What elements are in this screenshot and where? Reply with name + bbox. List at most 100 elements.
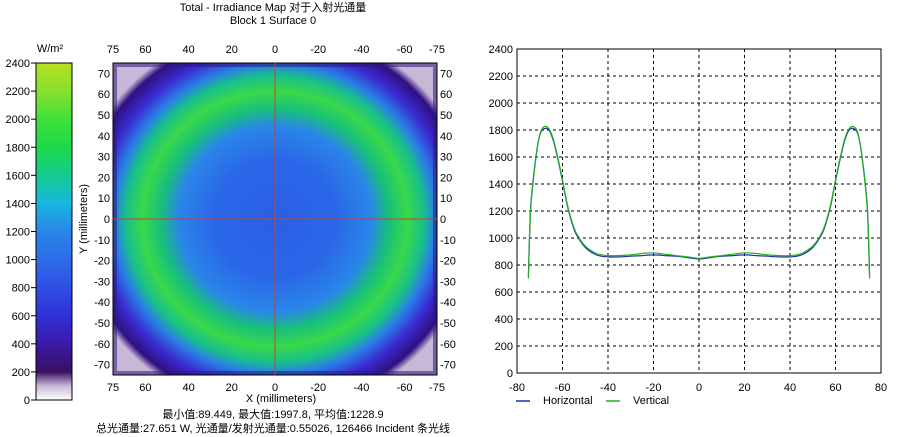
colorbar-tick-label: 600	[12, 311, 30, 323]
map-bottom-tick-label: 0	[272, 382, 278, 394]
plot-y-tick-label: 2400	[489, 44, 513, 56]
plot-x-tick-label: 80	[875, 382, 887, 394]
map-left-tick-label: -30	[94, 276, 110, 288]
map-top-tick-label: 0	[272, 44, 278, 56]
plot-y-tick-label: 600	[495, 287, 513, 299]
map-left-tick-label: 50	[98, 110, 110, 122]
profile-plot: -80 -60 -40 -20 0 20 40 60 800200400600800100012…	[489, 44, 888, 407]
map-top-tick-label: 60	[139, 44, 151, 56]
chart-subtitle: Block 1 Surface 0	[230, 15, 316, 27]
map-left-tick-label: 0	[104, 214, 110, 226]
map-left-tick-label: -50	[94, 318, 110, 330]
map-bottom-tick-label: -75	[429, 382, 445, 394]
colorbar-tick-label: 800	[12, 283, 30, 295]
map-left-tick-label: 20	[98, 172, 110, 184]
colorbar-tick-label: 1400	[6, 198, 30, 210]
map-right-tick-label: 30	[440, 152, 452, 164]
map-top-tick-label: 20	[226, 44, 238, 56]
plot-x-tick-label: 40	[784, 382, 796, 394]
plot-legend: Horizontal Vertical	[516, 395, 669, 407]
map-right-tick-label: 0	[440, 214, 446, 226]
plot-ticks: -80 -60 -40 -20 0 20 40 60 800200400600800100012…	[489, 44, 888, 394]
colorbar-tick-label: 200	[12, 367, 30, 379]
colorbar-ticks: 0 200 400 600 800 1000 1200 1400 1600 1800 2000 220…	[6, 58, 36, 407]
map-bottom-tick-label: 75	[107, 382, 119, 394]
plot-y-tick-label: 400	[495, 314, 513, 326]
map-left-tick-label: -10	[94, 235, 110, 247]
colorbar-scale	[35, 62, 73, 401]
map-bottom-tick-label: 40	[182, 382, 194, 394]
map-xlabel: X (millimeters)	[246, 393, 316, 405]
map-ylabel: Y (millimeters)	[78, 184, 90, 254]
map-bottom-tick-label: -20	[310, 382, 326, 394]
plot-x-tick-label: 60	[829, 382, 841, 394]
map-right-tick-label: 10	[440, 193, 452, 205]
map-right-tick-label: 60	[440, 89, 452, 101]
map-right-tick-label: -40	[440, 297, 456, 309]
map-left-tick-label: 60	[98, 89, 110, 101]
irradiance-map: 75 60 40 20 0 -20 -40 -60 -75 75 60 40 20 0 -20 -40 -60 -…	[78, 44, 456, 405]
map-top-tick-label: 75	[107, 44, 119, 56]
plot-x-tick-label: -40	[600, 382, 616, 394]
colorbar-tick-label: 1000	[6, 255, 30, 267]
plot-y-tick-label: 1600	[489, 152, 513, 164]
map-bottom-tick-label: 20	[226, 382, 238, 394]
plot-y-tick-label: 1200	[489, 206, 513, 218]
colorbar-unit: W/m²	[37, 43, 64, 55]
map-right-tick-label: 50	[440, 110, 452, 122]
colorbar-tick-label: 1800	[6, 142, 30, 154]
plot-x-tick-label: -20	[646, 382, 662, 394]
colorbar-tick-label: 400	[12, 339, 30, 351]
colorbar-tick-label: 0	[24, 395, 30, 407]
map-right-tick-label: -70	[440, 360, 456, 372]
stats-line: 最小值:89.449, 最大值:1997.8, 平均值:1228.9	[162, 407, 383, 421]
plot-y-tick-label: 2200	[489, 71, 513, 83]
plot-y-tick-label: 0	[507, 368, 513, 380]
map-right-tick-label: -50	[440, 318, 456, 330]
legend-label-horizontal: Horizontal	[543, 395, 593, 407]
map-bottom-tick-label: -60	[397, 382, 413, 394]
plot-x-tick-label: -60	[555, 382, 571, 394]
map-bottom-tick-label: 60	[139, 382, 151, 394]
map-right-tick-label: 20	[440, 172, 452, 184]
map-left-tick-label: 10	[98, 193, 110, 205]
plot-x-tick-label: 0	[696, 382, 702, 394]
map-top-tick-label: -20	[310, 44, 326, 56]
map-left-tick-label: 40	[98, 131, 110, 143]
map-left-tick-label: -40	[94, 297, 110, 309]
map-left-tick-label: -60	[94, 339, 110, 351]
colorbar: W/m² 0 200 400 600 800 1000 1200 1400 1600 1800 20…	[6, 43, 73, 407]
series-line-vertical	[527, 125, 871, 279]
colorbar-tick-label: 2400	[6, 58, 30, 70]
map-right-tick-label: 70	[440, 68, 452, 80]
legend-label-vertical: Vertical	[633, 395, 669, 407]
totals-line: 总光通量:27.651 W, 光通量/发射光通量:0.55026, 126466…	[96, 421, 450, 435]
colorbar-tick-label: 2000	[6, 114, 30, 126]
map-left-tick-label: 70	[98, 68, 110, 80]
map-ticks: 75 60 40 20 0 -20 -40 -60 -75 75 60 40 20 0 -20 -40 -60 -…	[94, 44, 456, 394]
map-top-tick-label: -40	[353, 44, 369, 56]
plot-y-tick-label: 1400	[489, 179, 513, 191]
map-right-tick-label: -10	[440, 235, 456, 247]
plot-y-tick-label: 1800	[489, 125, 513, 137]
map-bottom-tick-label: -40	[353, 382, 369, 394]
plot-x-tick-label: 20	[738, 382, 750, 394]
colorbar-tick-label: 2200	[6, 86, 30, 98]
plot-y-tick-label: 200	[495, 341, 513, 353]
colorbar-tick-label: 1200	[6, 227, 30, 239]
chart-title: Total - Irradiance Map 对于入射光通量	[180, 0, 366, 14]
map-top-tick-label: 40	[182, 44, 194, 56]
plot-grid	[517, 49, 881, 373]
map-right-tick-label: 40	[440, 131, 452, 143]
map-right-tick-label: -30	[440, 276, 456, 288]
plot-y-tick-label: 800	[495, 260, 513, 272]
map-left-tick-label: -70	[94, 360, 110, 372]
plot-y-tick-label: 1000	[489, 233, 513, 245]
colorbar-tick-label: 1600	[6, 170, 30, 182]
map-right-tick-label: -60	[440, 339, 456, 351]
plot-y-tick-label: 2000	[489, 98, 513, 110]
map-top-tick-label: -75	[429, 44, 445, 56]
map-left-tick-label: 30	[98, 152, 110, 164]
map-top-tick-label: -60	[397, 44, 413, 56]
